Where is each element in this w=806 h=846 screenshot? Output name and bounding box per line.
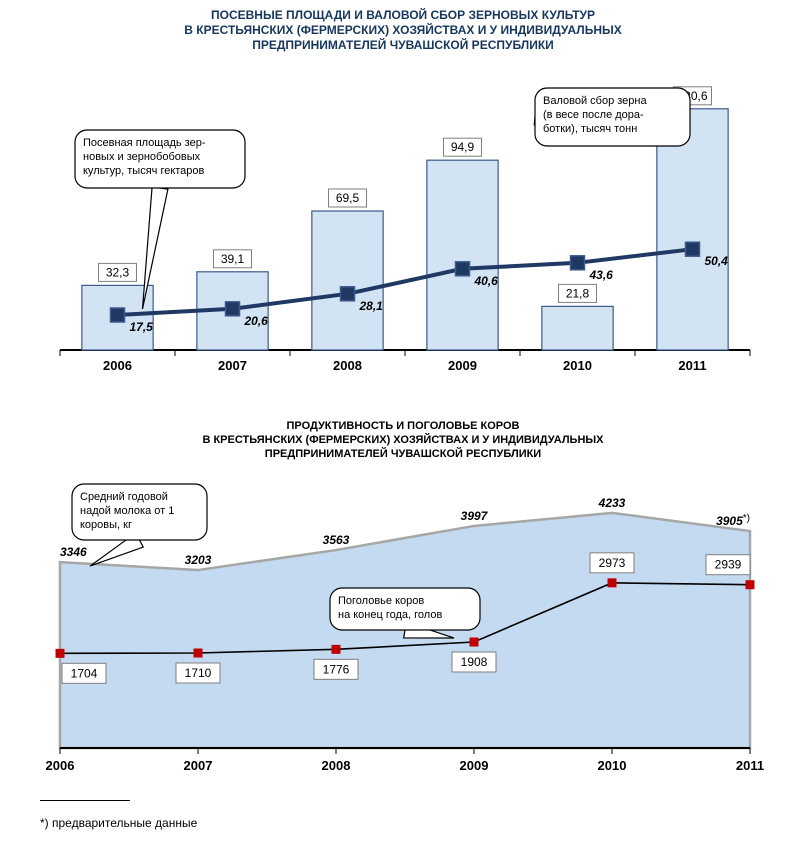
svg-text:2008: 2008: [333, 358, 362, 373]
svg-text:на конец года, голов: на конец года, голов: [338, 609, 442, 621]
svg-text:новых и зернобобовых: новых и зернобобовых: [83, 151, 201, 163]
svg-text:69,5: 69,5: [336, 191, 360, 205]
svg-text:2009: 2009: [460, 758, 489, 773]
svg-text:Средний годовой: Средний годовой: [80, 491, 168, 503]
svg-text:20,6: 20,6: [244, 314, 269, 328]
chart2-title: ПРОДУКТИВНОСТЬ И ПОГОЛОВЬЕ КОРОВВ КРЕСТЬ…: [0, 420, 806, 461]
svg-text:28,1: 28,1: [359, 299, 384, 313]
svg-text:надой молока от 1: надой молока от 1: [80, 505, 174, 517]
svg-text:2973: 2973: [599, 556, 626, 570]
svg-text:2009: 2009: [448, 358, 477, 373]
svg-text:1704: 1704: [71, 666, 98, 680]
svg-text:43,6: 43,6: [589, 268, 614, 282]
svg-text:2007: 2007: [184, 758, 213, 773]
svg-text:17,5: 17,5: [130, 320, 154, 334]
svg-text:коровы, кг: коровы, кг: [80, 519, 132, 531]
svg-text:2010: 2010: [598, 758, 627, 773]
svg-text:3905*): 3905*): [716, 513, 750, 528]
svg-text:2011: 2011: [736, 758, 764, 773]
svg-text:1908: 1908: [461, 655, 488, 669]
svg-text:3563: 3563: [323, 533, 350, 547]
svg-text:21,8: 21,8: [566, 286, 590, 300]
page: ПОСЕВНЫЕ ПЛОЩАДИ И ВАЛОВОЙ СБОР ЗЕРНОВЫХ…: [0, 0, 806, 846]
chart2: 3346 2006 3203 2007 3563 2008 3997 2009 4233 2010…: [0, 468, 806, 788]
svg-text:Валовой сбор зерна: Валовой сбор зерна: [543, 95, 647, 107]
svg-text:2011: 2011: [678, 358, 706, 373]
svg-text:50,4: 50,4: [705, 254, 729, 268]
svg-text:3346: 3346: [60, 545, 87, 559]
svg-text:2939: 2939: [715, 558, 742, 572]
footnote-dash: [40, 800, 130, 801]
svg-text:4233: 4233: [598, 496, 626, 510]
svg-text:40,6: 40,6: [474, 274, 499, 288]
svg-text:1776: 1776: [323, 662, 350, 676]
svg-text:94,9: 94,9: [451, 140, 475, 154]
svg-text:Посевная площадь зер-: Посевная площадь зер-: [83, 137, 206, 149]
svg-text:39,1: 39,1: [221, 252, 245, 266]
svg-text:2008: 2008: [322, 758, 351, 773]
svg-text:1710: 1710: [185, 666, 212, 680]
svg-text:32,3: 32,3: [106, 265, 130, 279]
footnote: *) предварительные данные: [40, 814, 197, 832]
chart1-title: ПОСЕВНЫЕ ПЛОЩАДИ И ВАЛОВОЙ СБОР ЗЕРНОВЫХ…: [0, 8, 806, 53]
chart1: 32,3 2006 39,1 2007 69,5 2008 94,9 2009 21,8 2010…: [0, 60, 806, 390]
svg-text:Поголовье коров: Поголовье коров: [338, 595, 424, 607]
svg-text:(в весе после дора-: (в весе после дора-: [543, 109, 644, 121]
svg-text:3203: 3203: [185, 553, 212, 567]
svg-text:культур, тысяч гектаров: культур, тысяч гектаров: [83, 165, 205, 177]
svg-text:2007: 2007: [218, 358, 247, 373]
svg-text:ботки), тысяч тонн: ботки), тысяч тонн: [543, 123, 637, 135]
footnote-text: *) предварительные данные: [40, 816, 197, 830]
svg-text:2006: 2006: [46, 758, 75, 773]
svg-text:2006: 2006: [103, 358, 132, 373]
svg-text:3997: 3997: [461, 509, 489, 523]
svg-text:2010: 2010: [563, 358, 592, 373]
